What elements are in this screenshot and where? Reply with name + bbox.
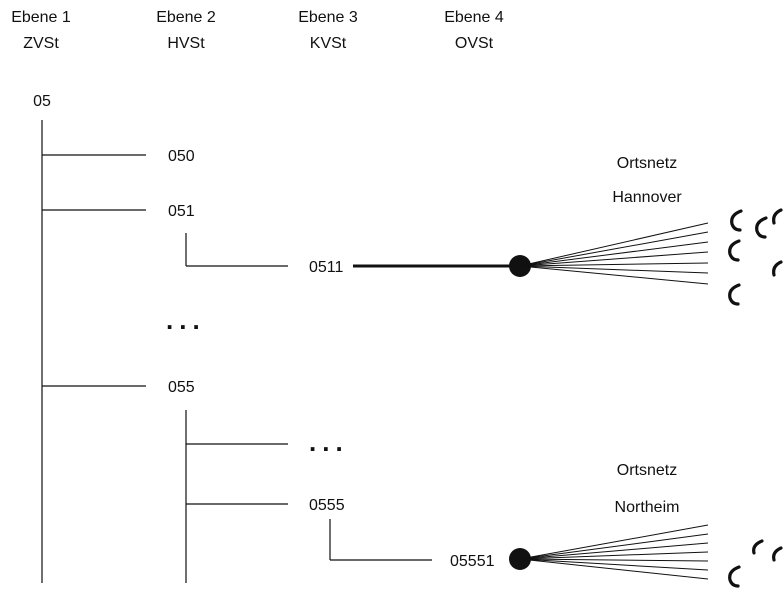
code-0555: 0555 (309, 497, 345, 514)
code-055: 055 (168, 379, 195, 396)
telephone-handset-icon (730, 209, 743, 232)
local-network-northeim-line1: Ortsnetz (617, 462, 677, 479)
level-4-subtitle: OVSt (455, 35, 494, 52)
level-4-title: Ebene 4 (444, 9, 504, 26)
telephone-handset-icon (772, 260, 783, 277)
telephone-handset-icon (772, 208, 783, 225)
local-network-hannover-line2: Hannover (612, 189, 682, 206)
telephone-handset-icon (752, 539, 764, 555)
telephone-handset-icon (772, 546, 783, 562)
level-3-title: Ebene 3 (298, 9, 358, 26)
level-headers: Ebene 1 ZVSt Ebene 2 HVSt Ebene 3 KVSt E… (11, 9, 504, 52)
level-2-subtitle: HVSt (167, 35, 205, 52)
local-network-northeim-line2: Northeim (615, 499, 680, 516)
code-050: 050 (168, 148, 195, 165)
root-code: 05 (33, 93, 51, 110)
level-2-title: Ebene 2 (156, 9, 216, 26)
local-network-hannover-line1: Ortsnetz (617, 155, 677, 172)
telephone-handset-icon (728, 239, 741, 262)
subscriber-lines-northeim (519, 524, 709, 580)
code-051: 051 (168, 203, 195, 220)
code-05551: 05551 (450, 553, 495, 570)
telephone-handset-icon (728, 283, 741, 306)
telephone-handset-icon (755, 216, 768, 239)
ellipsis-level-3: ... (309, 427, 349, 457)
code-0511: 0511 (309, 259, 344, 276)
level-3-subtitle: KVSt (310, 35, 347, 52)
phones-hannover (728, 208, 783, 306)
level-1-title: Ebene 1 (11, 9, 71, 26)
level-1-subtitle: ZVSt (23, 35, 59, 52)
telephone-handset-icon (728, 565, 741, 588)
phones-northeim (728, 539, 783, 588)
ellipsis-level-2: ... (166, 305, 206, 335)
subscriber-lines-hannover (519, 222, 709, 285)
